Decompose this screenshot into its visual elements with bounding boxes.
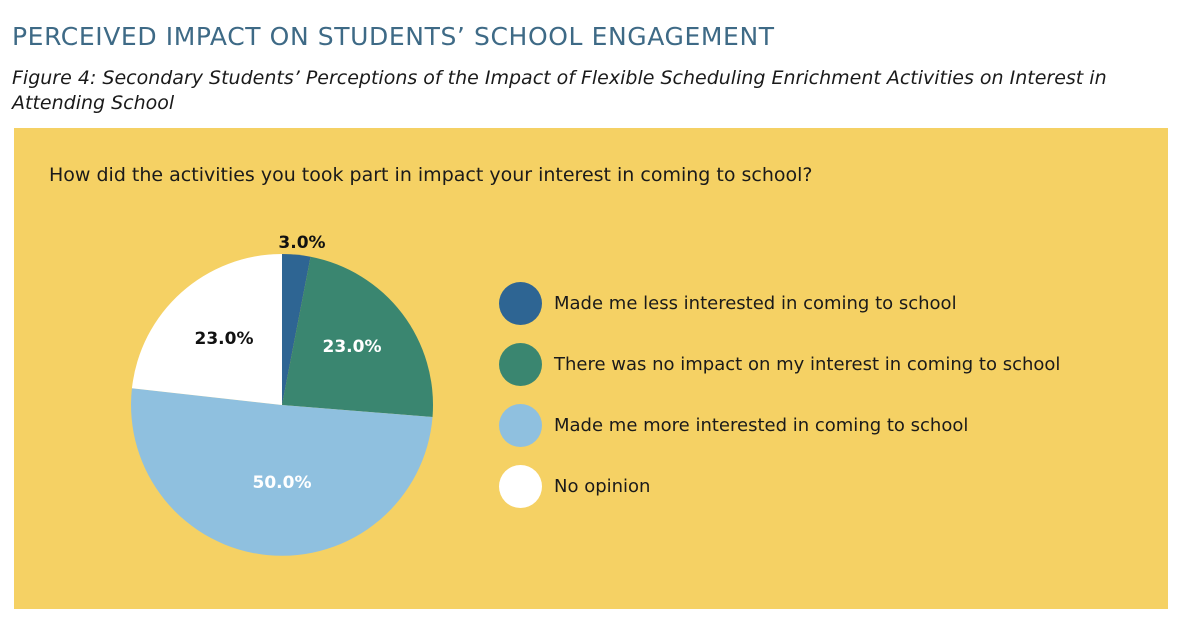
legend-label-no-opinion: No opinion [554,475,651,497]
legend-item-no-impact: There was no impact on my interest in co… [499,342,1060,386]
legend-item-less-interested: Made me less interested in coming to sch… [499,281,1060,325]
pie-slice-less-interested [282,254,311,405]
chart-legend: Made me less interested in coming to sch… [499,281,1060,525]
data-label-no-impact: 23.0% [323,337,382,357]
legend-swatch-no-impact [499,342,542,386]
pie-slice-more-interested [131,388,433,556]
chart-panel: How did the activities you took part in … [14,128,1168,609]
legend-item-no-opinion: No opinion [499,464,1060,508]
survey-question: How did the activities you took part in … [49,164,813,186]
pie-slices [131,254,434,556]
legend-swatch-less-interested [499,281,542,325]
legend-swatch-more-interested [499,403,542,447]
legend-item-more-interested: Made me more interested in coming to sch… [499,403,1060,447]
pie-slice-no-impact [282,256,434,417]
data-label-more-interested: 50.0% [253,473,312,493]
legend-swatch-no-opinion [499,464,542,508]
pie-labels: 3.0% 23.0% 50.0% 23.0% [195,233,382,493]
legend-label-more-interested: Made me more interested in coming to sch… [554,414,969,436]
data-label-no-opinion: 23.0% [195,329,254,349]
legend-label-less-interested: Made me less interested in coming to sch… [554,292,957,314]
pie-chart: 3.0% 23.0% 50.0% 23.0% [131,233,434,556]
figure-caption: Figure 4: Secondary Students’ Perception… [12,67,1107,114]
pie-slice-no-opinion [131,254,282,405]
data-label-less-interested: 3.0% [278,233,325,253]
section-heading: PERCEIVED IMPACT ON STUDENTS’ SCHOOL ENG… [12,22,775,51]
legend-label-no-impact: There was no impact on my interest in co… [554,353,1061,375]
